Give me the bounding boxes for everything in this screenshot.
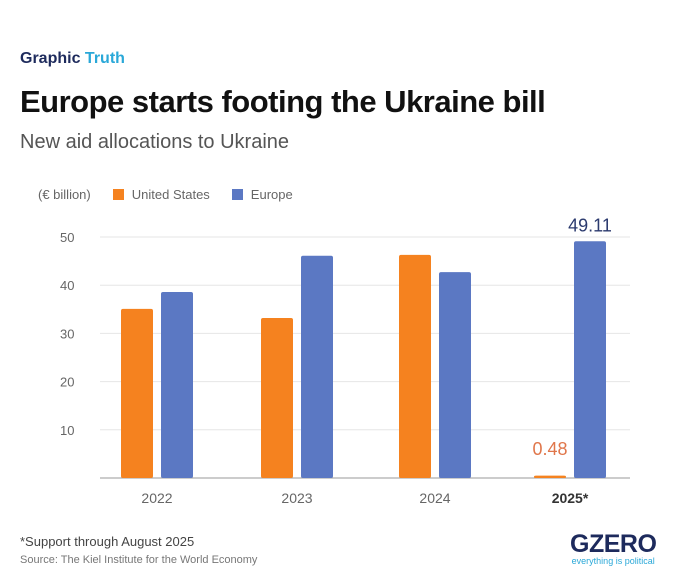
x-tick-label: 2023 [281,490,312,506]
logo-tagline: everything is political [571,556,655,566]
footnote: *Support through August 2025 [20,534,195,549]
legend: (€ billion) United States Europe [38,187,293,202]
legend-swatch-us [112,189,124,200]
kicker-truth: Truth [84,50,125,67]
bar-europe [574,241,606,478]
y-tick-label: 20 [60,375,74,390]
bar-us [261,317,293,478]
legend-label-us: United States [131,187,210,202]
logo-text: GZERO [570,530,657,558]
y-tick-label: 30 [60,326,74,341]
y-tick-label: 10 [60,423,74,438]
bar-us [534,475,566,478]
data-label: 49.11 [568,215,612,235]
bar-us [399,254,431,478]
chart-subtitle: New aid allocations to Ukraine [20,131,290,153]
kicker-graphic: Graphic [20,50,81,67]
gzero-logo: GZERO everything is political [570,530,657,567]
x-tick-label: 2022 [141,490,172,506]
x-tick-label: 2024 [419,490,450,506]
source-note: Source: The Kiel Institute for the World… [20,554,258,566]
bar-europe [439,272,471,478]
bar-europe [301,255,333,478]
unit-label: (€ billion) [38,187,91,202]
bar-europe [161,291,193,478]
y-tick-label: 40 [60,278,74,293]
bar-us [121,308,153,478]
legend-label-europe: Europe [250,187,293,202]
x-tick-label: 2025* [552,490,589,506]
chart-title: Europe starts footing the Ukraine bill [20,84,546,119]
kicker: Graphic Truth [20,50,125,68]
data-label: 0.48 [532,439,567,459]
y-tick-label: 50 [60,230,74,245]
legend-swatch-europe [231,189,243,200]
